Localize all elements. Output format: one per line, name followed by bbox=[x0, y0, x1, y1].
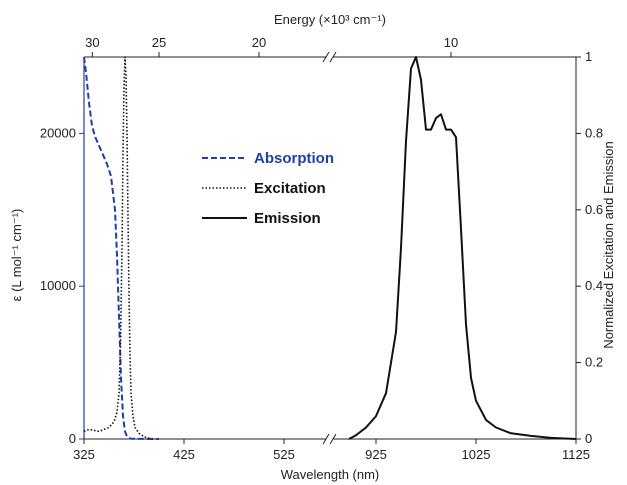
bottom-tick-label: 925 bbox=[365, 447, 387, 462]
left-tick-label: 20000 bbox=[40, 125, 76, 140]
right-tick-label: 0.6 bbox=[585, 202, 603, 217]
top-axis-title: Energy (×10³ cm⁻¹) bbox=[274, 12, 386, 27]
series-layer bbox=[83, 56, 577, 440]
right-tick-label: 0.2 bbox=[585, 355, 603, 370]
left-tick-label: 10000 bbox=[40, 278, 76, 293]
right-tick-label: 0.8 bbox=[585, 125, 603, 140]
plot-frame bbox=[83, 51, 577, 445]
top-axis-break-slash bbox=[322, 51, 330, 63]
bottom-axis-title: Wavelength (nm) bbox=[281, 467, 380, 482]
bottom-tick-label: 1025 bbox=[462, 447, 491, 462]
series-emission bbox=[348, 56, 577, 440]
right-tick-label: 0 bbox=[585, 431, 592, 446]
bottom-axis-break-slash bbox=[329, 433, 337, 445]
bottom-axis-break-gap bbox=[326, 436, 333, 442]
legend-label-emission: Emission bbox=[254, 210, 321, 227]
bottom-tick-label: 525 bbox=[273, 447, 295, 462]
top-tick-label: 30 bbox=[85, 35, 99, 50]
series-excitation bbox=[83, 56, 155, 440]
legend-label-excitation: Excitation bbox=[254, 180, 326, 197]
bottom-tick-label: 325 bbox=[73, 447, 95, 462]
bottom-tick-label: 1125 bbox=[562, 447, 590, 462]
bottom-tick-label: 425 bbox=[173, 447, 195, 462]
left-axis-title: ε (L mol⁻¹ cm⁻¹) bbox=[9, 209, 24, 302]
right-tick-label: 0.4 bbox=[585, 278, 603, 293]
top-tick-label: 20 bbox=[252, 35, 266, 50]
top-tick-label: 25 bbox=[152, 35, 166, 50]
bottom-axis-break-slash bbox=[322, 433, 330, 445]
top-axis-break-gap bbox=[326, 54, 333, 60]
right-axis-title: Normalized Excitation and Emission bbox=[601, 141, 616, 348]
legend-label-absorption: Absorption bbox=[254, 150, 334, 167]
left-tick-label: 0 bbox=[69, 431, 76, 446]
top-axis-break-slash bbox=[329, 51, 337, 63]
top-tick-label: 10 bbox=[444, 35, 458, 50]
legend: Absorption Excitation Emission bbox=[202, 150, 334, 227]
right-tick-label: 1 bbox=[585, 49, 592, 64]
series-absorption bbox=[83, 56, 160, 440]
